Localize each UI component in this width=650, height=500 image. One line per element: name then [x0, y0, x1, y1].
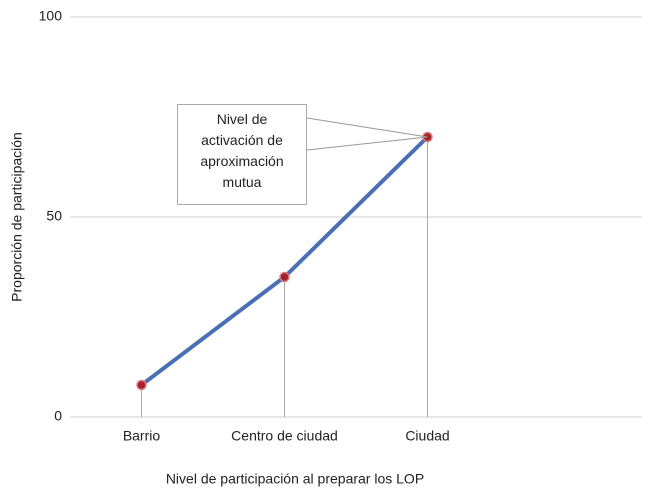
y-tick-label: 100: [39, 8, 63, 24]
x-tick-label: Ciudad: [405, 428, 449, 444]
annotation: Nivel de activación de aproximación mutu…: [177, 104, 307, 205]
y-axis-label: Proporción de participación: [9, 132, 25, 302]
callout-line: [306, 136, 428, 151]
callout-line: [306, 117, 428, 138]
marker: [279, 271, 290, 283]
x-tick-label: Centro de ciudad: [231, 428, 338, 444]
x-tick-label: Barrio: [123, 428, 161, 444]
marker: [136, 379, 147, 391]
y-tick-label: 50: [46, 208, 62, 224]
y-tick-label: 0: [54, 408, 62, 424]
x-axis-label: Nivel de participación al preparar los L…: [166, 471, 424, 487]
